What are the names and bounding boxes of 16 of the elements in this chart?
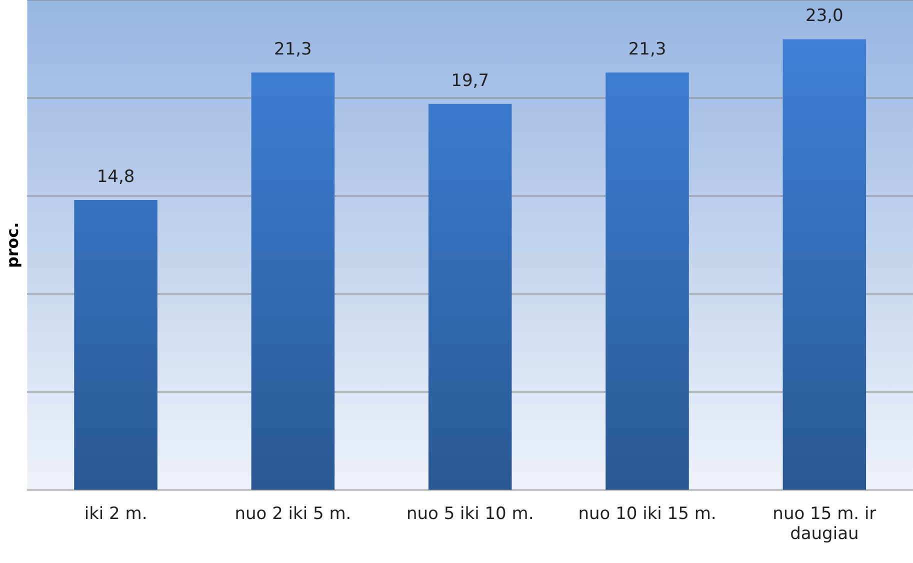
bar xyxy=(428,104,512,490)
x-tick-label: nuo 15 m. ir daugiau xyxy=(772,504,876,544)
data-label: 23,0 xyxy=(805,6,844,26)
bar xyxy=(251,72,335,490)
x-tick-label: iki 2 m. xyxy=(84,504,148,524)
x-tick-label: nuo 5 iki 10 m. xyxy=(406,504,534,524)
y-axis-title: proc. xyxy=(2,222,22,268)
data-label: 19,7 xyxy=(451,70,490,91)
bar xyxy=(782,39,866,490)
x-tick-label: nuo 2 iki 5 m. xyxy=(234,504,352,524)
bar xyxy=(74,200,158,490)
bar xyxy=(606,72,689,490)
data-label: 21,3 xyxy=(628,39,666,60)
data-label: 21,3 xyxy=(274,39,312,60)
x-tick-label: nuo 10 iki 15 m. xyxy=(578,504,716,524)
data-label: 14,8 xyxy=(96,166,135,187)
